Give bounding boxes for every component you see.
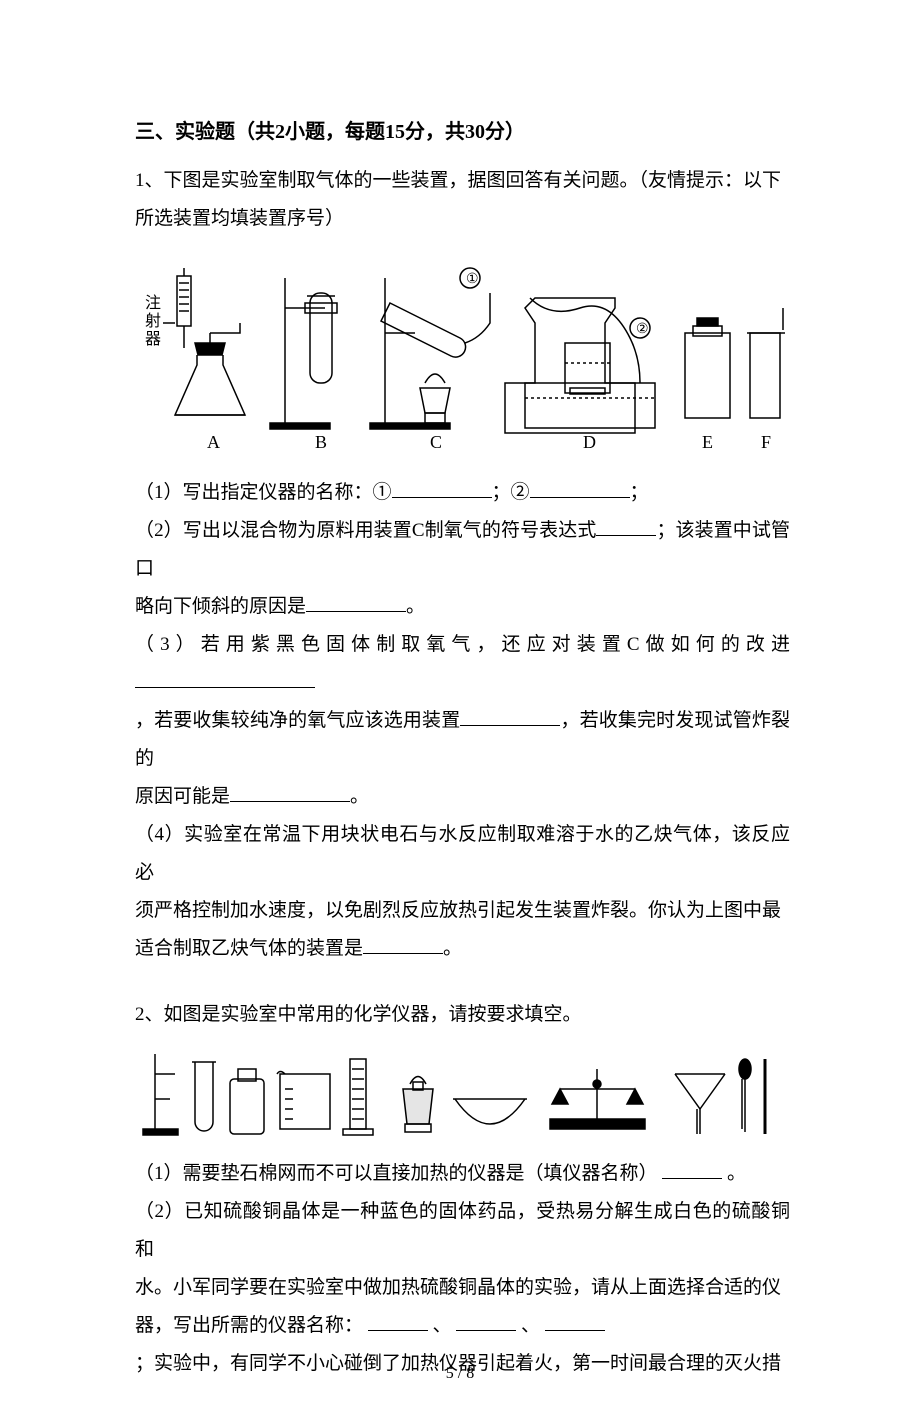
- q1-p1a: （1）写出指定仪器的名称：①: [135, 482, 392, 503]
- blank: [368, 1309, 428, 1331]
- svg-text:E: E: [702, 432, 713, 452]
- q2-p2-line2: 水。小军同学要在实验室中做加热硫酸铜晶体的实验，请从上面选择合适的仪: [135, 1269, 790, 1307]
- q2-p1: （1）需要垫石棉网而不可以直接加热的仪器是（填仪器名称） 。: [135, 1155, 790, 1193]
- q1-p2d: 。: [406, 596, 425, 617]
- q1-p4-line3: 适合制取乙炔气体的装置是 。: [135, 930, 790, 968]
- q2-p2d: 、: [428, 1315, 457, 1336]
- svg-text:注: 注: [145, 294, 161, 312]
- q1-p3-line2: ，若要收集较纯净的氧气应该选用装置，若收集完时发现试管炸裂的: [135, 702, 790, 778]
- blank: [530, 476, 630, 498]
- svg-text:C: C: [430, 432, 442, 452]
- q1-intro-line1: 1、下图是实验室制取气体的一些装置，据图回答有关问题。（友情提示：以下: [135, 162, 790, 200]
- svg-text:A: A: [207, 432, 220, 452]
- blank: [363, 932, 443, 954]
- q1-p1b: ；②: [492, 482, 530, 503]
- svg-text:D: D: [583, 432, 596, 452]
- q2-p1a: （1）需要垫石棉网而不可以直接加热的仪器是（填仪器名称）: [135, 1163, 658, 1184]
- q1-p3-line1: （3）若用紫黑色固体制取氧气，还应对装置C做如何的改进: [135, 626, 790, 702]
- blank: [596, 514, 656, 536]
- section-title: 三、实验题（共2小题，每题15分，共30分）: [135, 115, 790, 144]
- q2-p2c: 器，写出所需的仪器名称：: [135, 1315, 368, 1336]
- q1-p4d: 。: [443, 938, 462, 959]
- svg-text:F: F: [761, 432, 771, 452]
- q1-p3-line3: 原因可能是 。: [135, 778, 790, 816]
- blank: [230, 780, 350, 802]
- svg-text:②: ②: [636, 322, 649, 337]
- q1-p3a: （3）若用紫黑色固体制取氧气，还应对装置C做如何的改进: [135, 634, 790, 655]
- blank: [456, 1309, 516, 1331]
- q2-p2-line1: （2）已知硫酸铜晶体是一种蓝色的固体药品，受热易分解生成白色的硫酸铜和: [135, 1193, 790, 1269]
- q2-intro: 2、如图是实验室中常用的化学仪器，请按要求填空。: [135, 996, 790, 1034]
- q2-p2-line3: 器，写出所需的仪器名称： 、 、: [135, 1307, 790, 1345]
- q1-p1c: ；: [630, 482, 649, 503]
- q1-p2-line2: 略向下倾斜的原因是 。: [135, 588, 790, 626]
- q2-p2e: 、: [516, 1315, 545, 1336]
- blank: [135, 666, 315, 688]
- q1-p2-line1: （2）写出以混合物为原料用装置C制氧气的符号表达式；该装置中试管口: [135, 512, 790, 588]
- q1-p3b: ，若要收集较纯净的氧气应该选用装置: [135, 710, 460, 731]
- q1-p3d: 原因可能是: [135, 786, 230, 807]
- svg-text:器: 器: [145, 330, 161, 348]
- blank: [306, 590, 406, 612]
- q2-figure: [135, 1044, 790, 1149]
- blank: [392, 476, 492, 498]
- q1-p1: （1）写出指定仪器的名称：① ；② ；: [135, 474, 790, 512]
- page-number: 5 / 8: [0, 1365, 920, 1383]
- svg-text:①: ①: [466, 272, 479, 287]
- svg-text:B: B: [315, 432, 327, 452]
- blank: [460, 704, 560, 726]
- q1-p4-line2: 须严格控制加水速度，以免剧烈反应放热引起发生装置炸裂。你认为上图中最: [135, 892, 790, 930]
- blank: [662, 1157, 722, 1179]
- q1-p4-line1: （4）实验室在常温下用块状电石与水反应制取难溶于水的乙炔气体，该反应必: [135, 816, 790, 892]
- q1-intro-line2: 所选装置均填装置序号）: [135, 200, 790, 238]
- svg-text:射: 射: [145, 312, 161, 330]
- q2-p1b: 。: [722, 1163, 746, 1184]
- q1-p2a: （2）写出以混合物为原料用装置C制氧气的符号表达式: [135, 520, 596, 541]
- q1-p3e: 。: [350, 786, 369, 807]
- q1-p4c: 适合制取乙炔气体的装置是: [135, 938, 363, 959]
- q1-figure: 注 射 器: [135, 248, 790, 468]
- blank: [545, 1309, 605, 1331]
- q1-p2c: 略向下倾斜的原因是: [135, 596, 306, 617]
